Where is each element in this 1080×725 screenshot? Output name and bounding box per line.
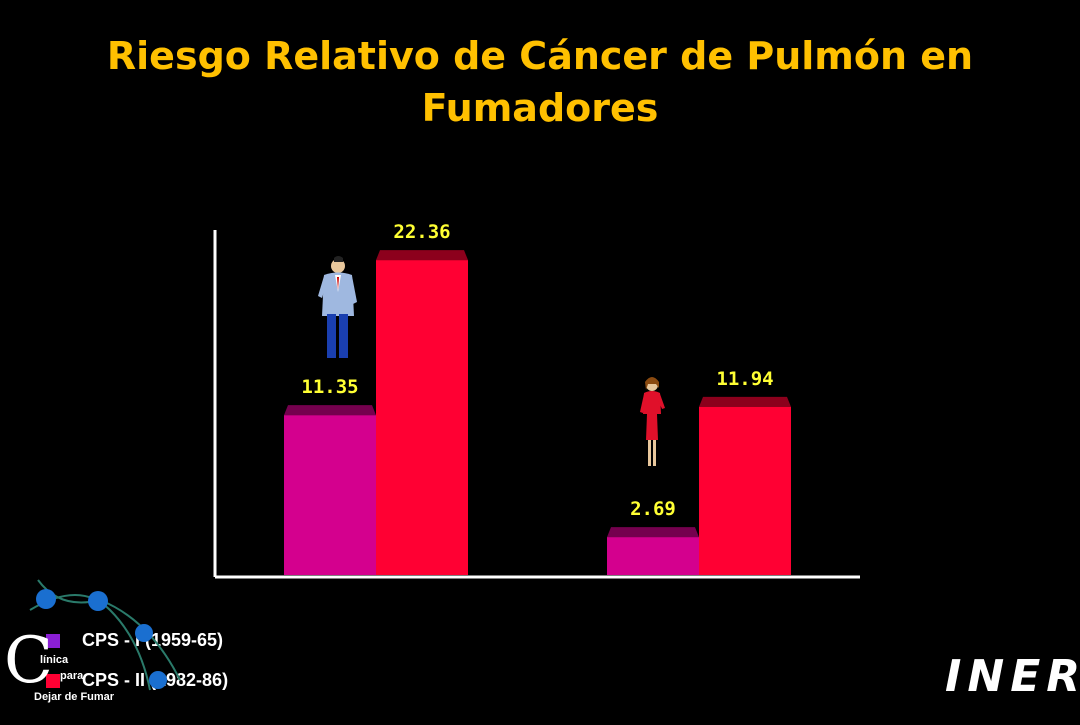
legend-swatch-cps1 [46,634,60,648]
chart-title: Riesgo Relativo de Cáncer de Pulmón en F… [106,34,974,130]
bar-s2-c1 [376,260,468,575]
clinic-logo-graphic: C [4,579,181,698]
bar-top-s1-c1 [284,405,376,416]
chart-axes [213,230,860,579]
clinic-logo: C línica para Dejar de Fumar [0,570,200,720]
bar-top-s2-c1 [376,250,468,261]
bar-top-s2-c2 [699,396,791,407]
value-label-s1-c1: 11.35 [301,376,358,398]
bar-top-s1-c2 [607,527,699,538]
value-label-s2-c2: 11.94 [716,368,773,390]
legend-label-cps1: CPS - I (1959-65) [82,630,224,650]
woman-figure-icon [640,377,665,466]
clinic-logo-letter: C [4,624,53,698]
legend-item-cps1: CPS - I (1959-65) [46,630,306,660]
bar-s2-c2 [699,406,791,575]
clinic-logo-line2: para [60,670,84,682]
value-label-s2-c1: 22.36 [393,221,450,243]
bar-s1-c1 [284,415,376,575]
clinic-logo-line1: línica [40,654,69,666]
clinic-logo-line3: Dejar de Fumar [34,691,115,703]
iner-logo: INER [945,651,1080,702]
legend-swatch-cps2 [46,674,60,688]
bars-layer [284,250,791,575]
value-labels-layer: 11.35 2.69 22.36 11.94 [301,221,773,520]
man-figure-icon [318,256,357,358]
value-label-s1-c2: 2.69 [630,498,676,520]
bar-s1-c2 [607,537,699,575]
